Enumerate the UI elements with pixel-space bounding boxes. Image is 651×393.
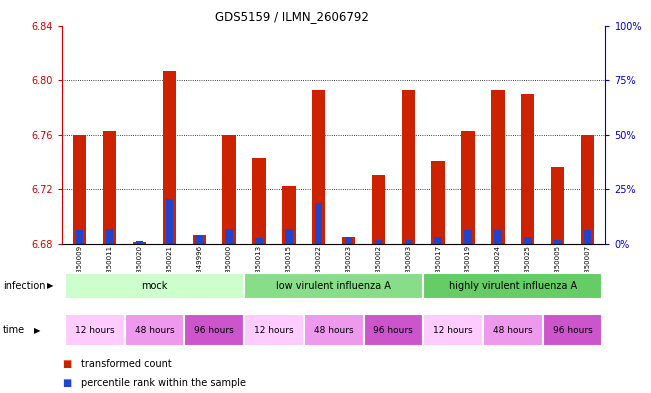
Bar (432, 160, 445, 244)
Text: GDS5159 / ILMN_2606792: GDS5159 / ILMN_2606792 (215, 10, 368, 23)
Text: 96 hours: 96 hours (194, 326, 234, 334)
Text: ▶: ▶ (34, 326, 40, 334)
Text: 48 hours: 48 hours (135, 326, 174, 334)
Bar (165, 199, 173, 244)
Bar (363, 314, 423, 346)
Bar (375, 240, 382, 244)
Bar (524, 237, 531, 244)
Bar (372, 176, 385, 244)
Text: time: time (3, 325, 25, 335)
Bar (554, 240, 561, 244)
Bar (136, 241, 143, 244)
Bar (282, 186, 296, 244)
Text: ■: ■ (62, 358, 71, 369)
Bar (73, 134, 87, 244)
Bar (193, 235, 206, 244)
Bar (163, 70, 176, 244)
Text: transformed count: transformed count (81, 358, 172, 369)
Text: low virulent influenza A: low virulent influenza A (276, 281, 391, 291)
Bar (225, 229, 233, 244)
Text: percentile rank within the sample: percentile rank within the sample (81, 378, 246, 388)
Text: mock: mock (141, 281, 167, 291)
Text: 48 hours: 48 hours (493, 326, 533, 334)
Bar (124, 314, 184, 346)
Bar (76, 230, 83, 244)
Bar (584, 230, 591, 244)
Bar (402, 90, 415, 244)
Bar (223, 134, 236, 244)
Bar (345, 237, 352, 244)
Text: infection: infection (3, 281, 46, 291)
Bar (195, 235, 203, 244)
Bar (244, 314, 304, 346)
Bar (106, 229, 113, 244)
Bar (581, 134, 594, 244)
Text: ▶: ▶ (47, 281, 53, 290)
Bar (492, 90, 505, 244)
Bar (483, 314, 543, 346)
Bar (543, 314, 602, 346)
Bar (312, 90, 326, 244)
Text: 96 hours: 96 hours (553, 326, 592, 334)
Bar (434, 237, 442, 244)
Bar (521, 94, 534, 244)
Bar (315, 203, 322, 244)
Bar (423, 273, 602, 299)
Bar (184, 314, 244, 346)
Bar (103, 130, 117, 244)
Text: 48 hours: 48 hours (314, 326, 353, 334)
Bar (244, 273, 423, 299)
Bar (252, 158, 266, 244)
Bar (304, 314, 363, 346)
Bar (255, 238, 263, 244)
Bar (404, 240, 412, 244)
Bar (423, 314, 483, 346)
Text: ■: ■ (62, 378, 71, 388)
Text: 96 hours: 96 hours (374, 326, 413, 334)
Bar (494, 230, 502, 244)
Bar (462, 130, 475, 244)
Bar (342, 237, 355, 244)
Bar (464, 230, 472, 244)
Bar (551, 167, 564, 244)
Bar (133, 242, 146, 244)
Bar (65, 273, 244, 299)
Text: 12 hours: 12 hours (75, 326, 115, 334)
Text: 12 hours: 12 hours (254, 326, 294, 334)
Text: highly virulent influenza A: highly virulent influenza A (449, 281, 577, 291)
Bar (65, 314, 124, 346)
Text: 12 hours: 12 hours (434, 326, 473, 334)
Bar (285, 229, 292, 244)
